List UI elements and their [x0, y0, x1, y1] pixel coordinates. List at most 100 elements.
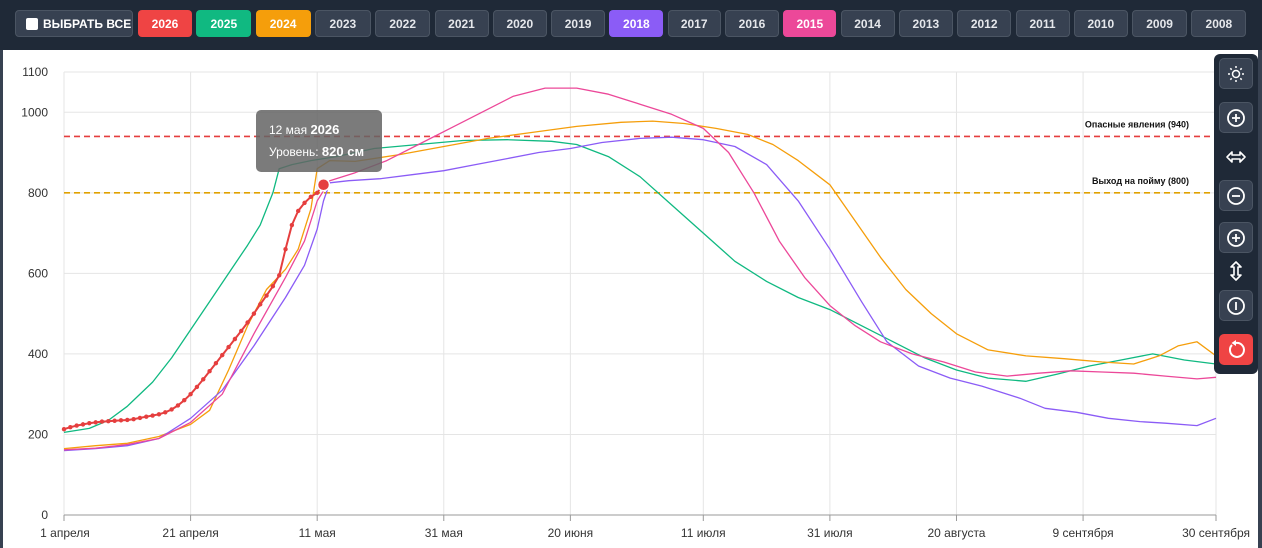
plus-circle-icon: [1226, 108, 1246, 128]
series-point-2026: [125, 417, 130, 423]
year-button-2020[interactable]: 2020: [492, 10, 547, 37]
theme-toggle-button[interactable]: [1219, 58, 1253, 89]
year-button-2016[interactable]: 2016: [725, 10, 779, 37]
x-tick-label: 31 июля: [807, 526, 853, 540]
series-point-2026: [118, 418, 124, 423]
vertical-axis-label: [1219, 259, 1253, 283]
series-point-2026: [175, 403, 181, 408]
series-point-2026: [226, 344, 231, 350]
series-point-2026: [264, 293, 269, 298]
zoom-in-x-button[interactable]: [1219, 102, 1253, 133]
chart-tooltip: 12 мая 2026 Уровень: 820 см: [256, 110, 382, 172]
series-point-2026: [194, 384, 200, 390]
year-button-2015[interactable]: 2015: [783, 10, 837, 37]
tooltip-year: 2026: [310, 122, 340, 137]
y-tick-label: 600: [28, 266, 48, 280]
series-point-2026: [251, 311, 257, 316]
year-button-2023[interactable]: 2023: [314, 10, 371, 37]
x-tick-label: 30 сентября: [1182, 526, 1250, 540]
x-tick-label: 11 июля: [681, 526, 726, 540]
right-edge: [1258, 0, 1262, 548]
reset-zoom-button[interactable]: [1219, 334, 1253, 365]
tooltip-level-value: 820 см: [321, 144, 365, 159]
horizontal-axis-label: [1219, 145, 1253, 169]
y-tick-label: 800: [28, 186, 48, 200]
year-button-2014[interactable]: 2014: [840, 10, 895, 37]
series-point-2026: [112, 418, 117, 423]
series-point-2026: [80, 422, 86, 427]
year-button-2022[interactable]: 2022: [375, 10, 431, 37]
tooltip-level-label: Уровень:: [269, 145, 319, 159]
y-tick-label: 1100: [22, 65, 48, 79]
series-line-2026: [63, 184, 325, 431]
series-point-2026: [207, 369, 212, 374]
series-point-2026: [99, 419, 105, 424]
x-tick-label: 1 апреля: [40, 526, 90, 540]
zoom-out-y-button[interactable]: [1219, 290, 1253, 321]
year-button-2009[interactable]: 2009: [1132, 10, 1188, 37]
select-all-button[interactable]: ВЫБРАТЬ ВСЕ: [15, 10, 133, 37]
horizontal-arrows-icon: [1225, 150, 1247, 164]
series-point-2026: [182, 398, 187, 403]
reset-icon: [1226, 339, 1246, 360]
series-point-2026: [213, 360, 219, 366]
series-markers: [61, 178, 331, 432]
highlighted-point: [316, 178, 331, 192]
series-point-2026: [61, 427, 67, 432]
year-button-2019[interactable]: 2019: [551, 10, 606, 37]
reference-line-label-940: Опасные явления (940): [1085, 119, 1189, 129]
x-tick-label: 11 мая: [299, 526, 336, 540]
series-point-2026: [308, 194, 314, 200]
year-button-2026[interactable]: 2026: [138, 10, 192, 37]
year-button-2025[interactable]: 2025: [196, 10, 252, 37]
year-button-2010[interactable]: 2010: [1073, 10, 1128, 37]
year-button-2013[interactable]: 2013: [898, 10, 953, 37]
series-point-2026: [232, 336, 238, 342]
series-point-2026: [68, 425, 73, 430]
series-point-2026: [295, 208, 301, 214]
series-point-2026: [163, 410, 168, 415]
x-tick-label: 20 июня: [548, 526, 594, 540]
series-point-2026: [277, 273, 282, 278]
series-point-2026: [188, 391, 193, 397]
tooltip-date: 12 мая: [269, 123, 308, 137]
series-point-2026: [289, 222, 295, 228]
select-all-checkbox[interactable]: [26, 17, 38, 30]
series-point-2026: [106, 418, 111, 424]
series-line-2025: [63, 139, 1217, 434]
series-point-2026: [220, 352, 225, 358]
water-level-chart: 0 200 400 600 800 1000 1100 1 апреля 21 апреля 11…: [21, 65, 1250, 540]
y-tick-label: 400: [28, 347, 48, 361]
y-tick-label: 200: [28, 427, 48, 441]
select-all-label: ВЫБРАТЬ ВСЕ: [43, 16, 132, 31]
series-point-2026: [150, 413, 155, 418]
zoom-out-x-button[interactable]: [1219, 180, 1253, 211]
reference-lines: Опасные явления (940) Выход на пойму (800…: [64, 119, 1216, 194]
minus-circle-icon: [1226, 296, 1246, 316]
series-point-2026: [93, 420, 98, 425]
year-filter-bar: ВЫБРАТЬ ВСЕ 2026 2025 2024 2023 2022 2021 2020…: [0, 0, 1262, 50]
x-tick-label: 9 сентября: [1052, 526, 1113, 540]
year-button-2018[interactable]: 2018: [609, 10, 664, 37]
series-point-2026: [314, 190, 320, 196]
year-button-2012[interactable]: 2012: [957, 10, 1012, 37]
zoom-in-y-button[interactable]: [1219, 222, 1253, 253]
year-button-2017[interactable]: 2017: [667, 10, 721, 37]
x-tick-label: 21 апреля: [162, 526, 218, 540]
chart-axes: 0 200 400 600 800 1000 1100 1 апреля 21 апреля 11…: [21, 65, 1250, 540]
series-point-2026: [87, 420, 92, 426]
series-point-2026: [270, 284, 276, 289]
year-button-2008[interactable]: 2008: [1191, 10, 1247, 37]
series-point-2026: [245, 320, 250, 325]
left-edge: [0, 0, 3, 548]
series-point-2026: [283, 247, 288, 252]
year-button-2024[interactable]: 2024: [255, 10, 311, 37]
series-line-2018: [63, 136, 1217, 452]
series-point-2026: [169, 407, 174, 412]
chart-controls-sidebar: [1214, 54, 1258, 374]
series-point-2026: [156, 412, 162, 417]
year-button-2021[interactable]: 2021: [434, 10, 489, 37]
series-point-2026: [302, 200, 307, 206]
year-button-2011[interactable]: 2011: [1015, 10, 1070, 37]
y-tick-label: 1000: [21, 105, 48, 119]
